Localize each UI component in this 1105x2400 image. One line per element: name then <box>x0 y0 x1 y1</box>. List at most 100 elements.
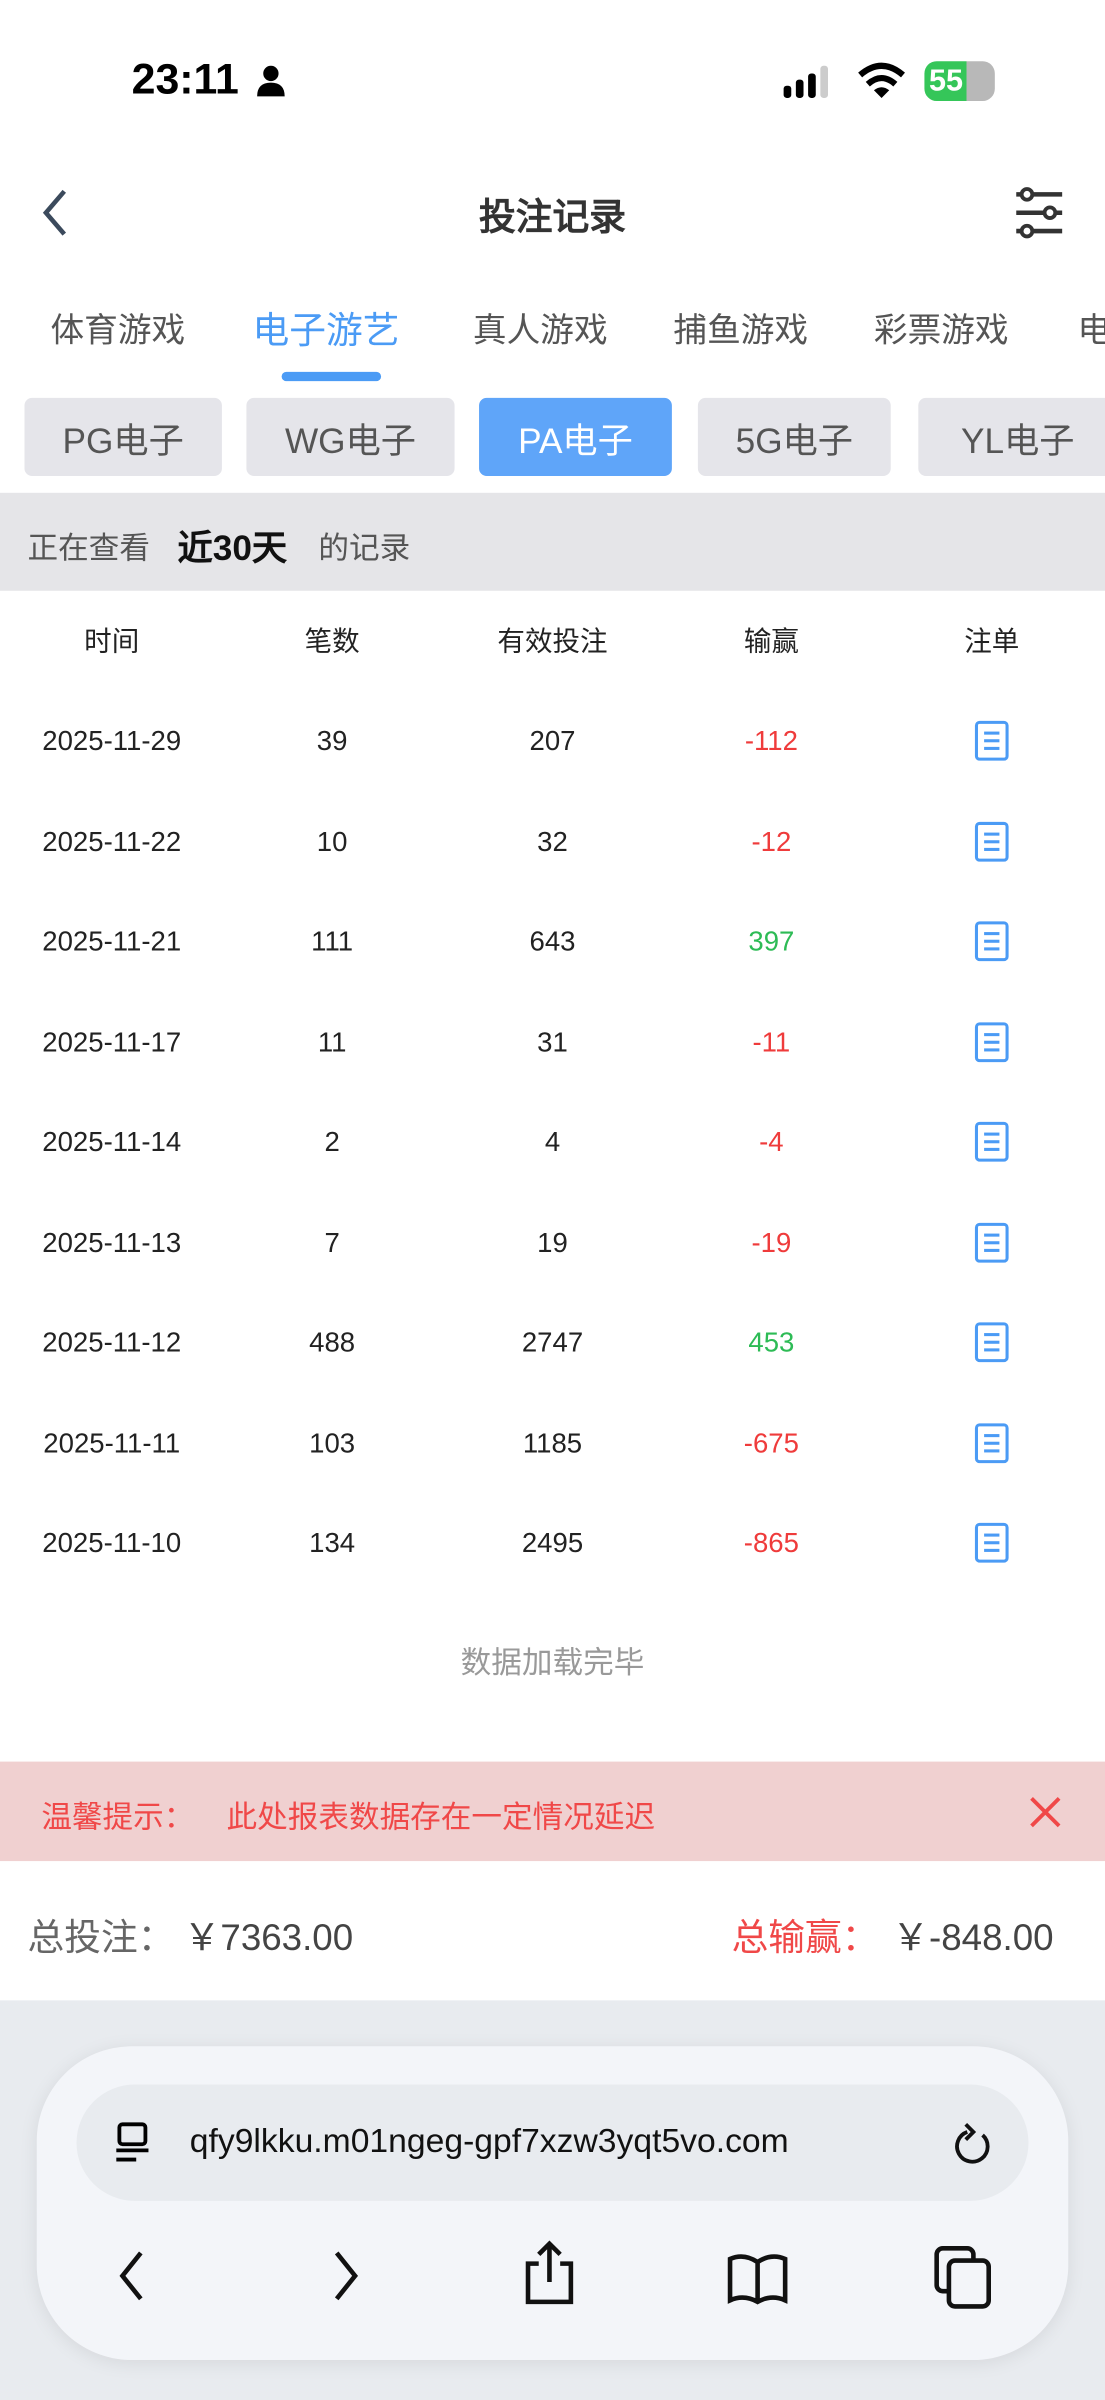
browser-toolbar: qfy9lkku.m01ngeg-gpf7xzw3yqt5vo.com <box>36 2046 1069 2361</box>
person-icon <box>257 65 285 97</box>
count-cell: 7 <box>324 1226 340 1258</box>
valid-bet-cell: 207 <box>529 725 576 757</box>
provider-pg[interactable]: PG电子 <box>24 397 222 476</box>
column-header: 有效投注 <box>497 625 608 657</box>
tab-fishing[interactable]: 捕鱼游戏 <box>673 310 809 349</box>
table-row: 2025-11-22 10 32 -12 <box>3 793 1102 889</box>
valid-bet-cell: 31 <box>537 1026 568 1057</box>
table-header: 时间 笔数 有效投注 输赢 注单 <box>3 593 1102 689</box>
valid-bet-cell: 19 <box>537 1226 568 1258</box>
range-prefix: 正在查看 <box>27 532 150 567</box>
bet-slip-icon[interactable] <box>974 821 1009 861</box>
table-row: 2025-11-11 103 1185 -675 <box>3 1395 1102 1490</box>
date-cell: 2025-11-10 <box>42 1527 182 1559</box>
valid-bet-cell: 2495 <box>521 1527 584 1559</box>
provider-yl[interactable]: YL电子 <box>918 397 1105 476</box>
bet-slip-icon[interactable] <box>974 921 1009 962</box>
total-bet-value: ￥7363.00 <box>183 1917 354 1960</box>
table-row: 2025-11-29 39 207 -112 <box>3 693 1102 789</box>
win-loss-cell: 453 <box>748 1326 795 1358</box>
bet-slip-icon[interactable] <box>974 720 1009 761</box>
wifi-icon <box>858 62 905 98</box>
valid-bet-cell: 32 <box>537 825 568 857</box>
range-suffix: 的记录 <box>318 532 411 567</box>
total-win-label: 总输赢： <box>731 1917 879 1960</box>
notice-banner: 温馨提示： 此处报表数据存在一定情况延迟 <box>0 1761 1105 1862</box>
bet-slip-icon[interactable] <box>974 1021 1009 1062</box>
table-row: 2025-11-17 11 31 -11 <box>3 994 1102 1089</box>
win-loss-cell: -675 <box>743 1427 799 1458</box>
valid-bet-cell: 643 <box>529 925 576 957</box>
date-cell: 2025-11-22 <box>42 825 182 857</box>
column-header: 时间 <box>84 625 140 657</box>
column-header: 笔数 <box>304 625 360 657</box>
tab-more[interactable]: 电 <box>1077 303 1105 352</box>
page-title: 投注记录 <box>479 197 626 239</box>
bet-slip-icon[interactable] <box>974 1422 1009 1463</box>
signal-icon <box>783 65 829 98</box>
column-header: 输赢 <box>743 625 799 657</box>
table-row: 2025-11-12 488 2747 453 <box>3 1294 1102 1390</box>
win-loss-cell: -11 <box>752 1026 791 1057</box>
provider-pa[interactable]: PA电子 <box>479 397 672 476</box>
column-header: 注单 <box>964 625 1020 657</box>
win-loss-cell: -865 <box>743 1527 799 1559</box>
page-menu-icon[interactable] <box>115 2121 152 2164</box>
date-cell: 2025-11-21 <box>42 925 182 957</box>
notice-text: 此处报表数据存在一定情况延迟 <box>226 1801 656 1836</box>
table-row: 2025-11-14 2 4 -4 <box>3 1094 1102 1190</box>
address-bar[interactable]: qfy9lkku.m01ngeg-gpf7xzw3yqt5vo.com <box>76 2084 1029 2201</box>
reload-icon[interactable] <box>952 2121 995 2167</box>
count-cell: 39 <box>316 725 348 757</box>
battery-icon: 55 <box>924 61 995 102</box>
count-cell: 134 <box>309 1527 356 1559</box>
bookmarks-icon[interactable] <box>725 2251 789 2306</box>
win-loss-cell: -12 <box>751 825 792 857</box>
browser-forward-icon[interactable] <box>328 2248 365 2303</box>
status-time: 23:11 <box>131 55 239 103</box>
date-cell: 2025-11-13 <box>42 1226 182 1258</box>
range-value[interactable]: 近30天 <box>177 528 288 568</box>
valid-bet-cell: 4 <box>544 1126 561 1158</box>
tab-sports[interactable]: 体育游戏 <box>50 310 186 349</box>
load-complete-text: 数据加载完毕 <box>460 1646 645 1681</box>
bet-slip-icon[interactable] <box>974 1322 1009 1363</box>
provider-wg[interactable]: WG电子 <box>246 397 455 476</box>
filter-settings-icon[interactable] <box>1013 187 1065 239</box>
close-icon[interactable] <box>1028 1795 1062 1829</box>
win-loss-cell: -112 <box>744 725 798 757</box>
browser-back-icon[interactable] <box>113 2248 150 2303</box>
bet-slip-icon[interactable] <box>974 1522 1009 1563</box>
date-cell: 2025-11-12 <box>42 1326 182 1358</box>
battery-level: 55 <box>929 64 964 98</box>
date-cell: 2025-11-17 <box>42 1026 182 1057</box>
range-banner: 正在查看 近30天 的记录 <box>0 492 1105 591</box>
count-cell: 103 <box>309 1427 356 1458</box>
count-cell: 111 <box>311 925 354 957</box>
tab-electronic[interactable]: 电子游艺 <box>252 310 400 353</box>
count-cell: 10 <box>316 825 348 857</box>
bet-slip-icon[interactable] <box>974 1222 1009 1262</box>
tab-live[interactable]: 真人游戏 <box>472 310 608 349</box>
bet-slip-icon[interactable] <box>974 1121 1009 1162</box>
win-loss-cell: 397 <box>748 925 795 957</box>
url-text[interactable]: qfy9lkku.m01ngeg-gpf7xzw3yqt5vo.com <box>189 2121 789 2160</box>
count-cell: 11 <box>317 1026 347 1057</box>
valid-bet-cell: 1185 <box>522 1427 583 1458</box>
total-win-value: ￥-848.00 <box>892 1917 1054 1960</box>
win-loss-cell: -19 <box>751 1226 792 1258</box>
valid-bet-cell: 2747 <box>521 1326 584 1358</box>
date-cell: 2025-11-11 <box>43 1427 181 1458</box>
tab-lottery[interactable]: 彩票游戏 <box>873 310 1009 349</box>
total-bet-label: 总投注： <box>27 1917 175 1960</box>
win-loss-cell: -4 <box>759 1126 784 1158</box>
count-cell: 488 <box>309 1326 356 1358</box>
provider-5g[interactable]: 5G电子 <box>697 397 891 476</box>
back-button[interactable] <box>37 187 74 239</box>
tabs-icon[interactable] <box>934 2245 995 2309</box>
notice-label: 温馨提示： <box>41 1801 195 1836</box>
date-cell: 2025-11-29 <box>42 725 182 757</box>
share-icon[interactable] <box>523 2239 575 2306</box>
table-row: 2025-11-10 134 2495 -865 <box>3 1495 1102 1591</box>
